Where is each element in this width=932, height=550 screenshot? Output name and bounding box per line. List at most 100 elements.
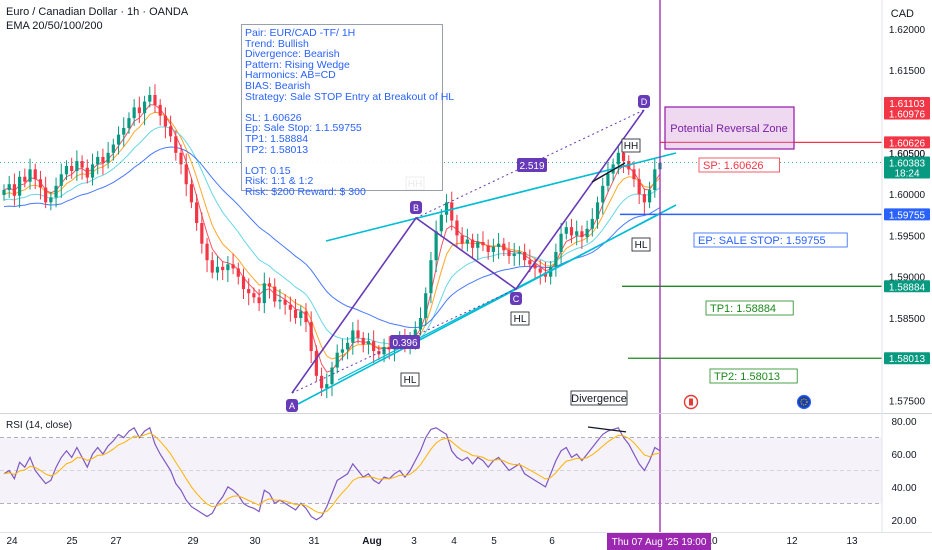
trade-plan-box[interactable]: Pair: EUR/CAD -TF/ 1H Trend: Bullish Diver… (241, 24, 454, 197)
pattern-point[interactable]: C (510, 292, 522, 305)
candle (49, 191, 53, 211)
candle (80, 155, 84, 180)
candle (517, 246, 522, 266)
candle-body (601, 185, 605, 203)
price-badge-text: 1.58884 (889, 282, 926, 293)
flag-eu-icon (796, 394, 812, 410)
candle-body (23, 176, 27, 182)
fib-ratio-badge (390, 335, 420, 349)
candle-body (153, 94, 157, 105)
pattern-point[interactable]: B (410, 201, 422, 214)
structure-label[interactable]: HL (510, 311, 530, 326)
candle-body (122, 128, 126, 135)
candle (288, 296, 292, 322)
candle (75, 150, 79, 181)
candle (106, 142, 110, 169)
divergence-label[interactable]: Divergence (570, 390, 628, 406)
structure-label-text: HL (404, 375, 417, 386)
pattern-point-badge (510, 292, 522, 305)
price-badge-box (884, 107, 930, 120)
candle (267, 277, 272, 299)
candle (142, 95, 147, 126)
candle (340, 338, 345, 361)
candle (304, 303, 308, 333)
candle-body (179, 152, 183, 165)
indicator-legend[interactable]: EMA 20/50/100/200 (6, 20, 103, 32)
candle (33, 163, 37, 190)
price-badge[interactable]: 1.58013 (884, 352, 930, 365)
fib-ratio: 2.519 (517, 158, 547, 172)
candle-body (96, 156, 100, 165)
rsi-tick-label: 60.00 (891, 450, 916, 461)
candle (314, 345, 318, 382)
info-line: Pair: EUR/CAD -TF/ 1H (245, 27, 356, 39)
candle-body (486, 245, 490, 252)
event-icon-canada[interactable] (683, 394, 699, 410)
candle (325, 373, 329, 399)
structure-label[interactable]: HH (621, 138, 641, 153)
event-icon-eu[interactable] (796, 394, 812, 410)
candle (189, 178, 194, 209)
candle (262, 272, 266, 314)
price-badge-box (884, 136, 930, 149)
price-badge[interactable]: 1.60976 (884, 107, 930, 120)
price-badge[interactable]: 1.58884 (884, 280, 930, 293)
candle (460, 227, 464, 250)
pattern-point-label: D (641, 97, 648, 107)
candle-body (106, 152, 110, 163)
candle (278, 289, 282, 310)
candle (257, 289, 261, 311)
price-badge-box (884, 352, 930, 365)
candle (476, 233, 480, 260)
pattern-point-badge (638, 95, 650, 108)
pattern-point[interactable]: A (286, 399, 298, 412)
candle-body (507, 250, 511, 257)
rsi-ma-line (3, 432, 661, 514)
level-label[interactable]: TP1: 1.58884 (705, 300, 794, 316)
candle (85, 159, 89, 184)
candle-body (653, 169, 657, 190)
level-label-text: EP: SALE STOP: 1.59755 (698, 235, 826, 247)
candle (569, 218, 574, 244)
level-label-text: TP1: 1.58884 (710, 303, 776, 315)
abcd-pattern[interactable] (291, 109, 645, 394)
price-badge-text: 1.58013 (889, 354, 926, 365)
structure-label[interactable]: HL (400, 372, 420, 387)
candle (299, 305, 303, 326)
candle-body (523, 251, 527, 261)
reversal-zone[interactable]: Potential Reversal Zone (664, 106, 795, 150)
candle (366, 332, 371, 355)
candle-body (7, 184, 11, 190)
candle (221, 261, 225, 281)
candle (616, 144, 620, 175)
candle-body (564, 227, 568, 234)
pattern-point-label: B (413, 203, 419, 213)
price-badge[interactable]: 1.61103 (884, 97, 930, 110)
ac-dotted-line (291, 288, 517, 394)
level-label[interactable]: EP: SALE STOP: 1.59755 (693, 232, 848, 248)
price-badge[interactable]: 1.60500 (889, 149, 926, 160)
candle-body (413, 329, 417, 338)
candle (439, 208, 443, 238)
structure-label-text: HL (635, 240, 648, 251)
candle (148, 86, 152, 108)
level-label[interactable]: SP: 1.60626 (698, 157, 780, 173)
price-badge[interactable]: 1.60626 (884, 136, 930, 149)
candle-body (585, 228, 589, 238)
price-badge-text: 1.60383 (889, 158, 926, 169)
pattern-point[interactable]: D (638, 95, 650, 108)
structure-label[interactable]: HL (631, 237, 651, 252)
price-badge[interactable]: 1.59755 (884, 208, 930, 221)
candle (502, 237, 506, 257)
price-badge-text: 1.60976 (889, 109, 926, 120)
crosshair-time-label[interactable]: Thu 07 Aug '25 19:00 (607, 533, 711, 550)
candle-body (481, 242, 485, 246)
level-label[interactable]: TP2: 1.58013 (709, 368, 798, 384)
crosshair-time-box (607, 533, 711, 550)
info-line: TP2: 1.58013 (245, 143, 309, 156)
candle (606, 162, 610, 192)
candle (252, 287, 256, 304)
time-tick-label: 6 (549, 536, 555, 547)
